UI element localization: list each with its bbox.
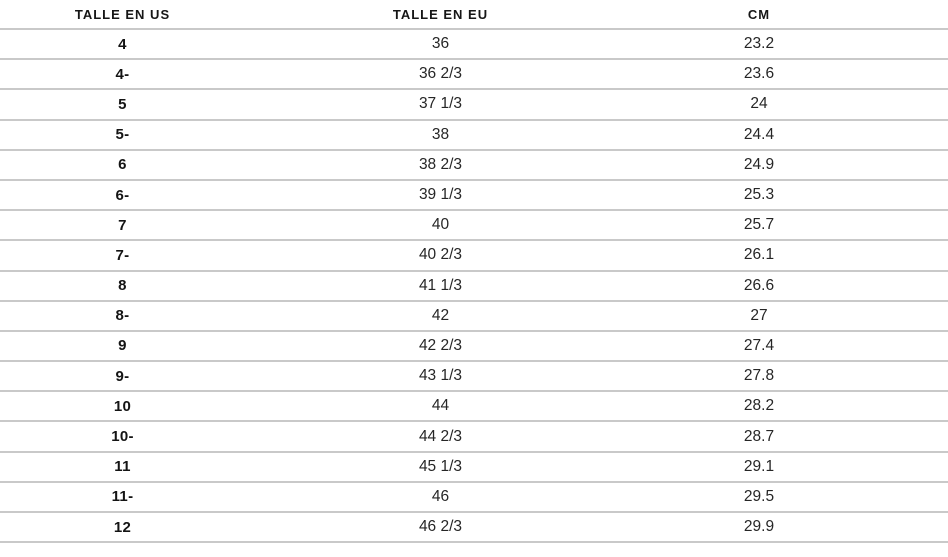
us-size-cell: 12 xyxy=(0,512,245,544)
eu-size-cell: 46 xyxy=(245,481,636,514)
cm-cell: 24 xyxy=(636,89,882,121)
us-size-cell: 9 xyxy=(0,330,245,363)
eu-size-cell: 38 xyxy=(245,119,636,151)
filler-column-header xyxy=(882,0,948,30)
table-row: 6- 39 1/3 25.3 xyxy=(0,179,948,212)
table-row: 11 45 1/3 29.1 xyxy=(0,451,948,483)
table-row: 10 44 28.2 xyxy=(0,391,948,423)
cm-cell: 25.7 xyxy=(636,210,882,242)
cm-cell: 28.7 xyxy=(636,421,882,453)
filler-cell xyxy=(882,179,948,212)
filler-cell xyxy=(882,512,948,544)
filler-cell xyxy=(882,361,948,393)
column-header-talle-en-eu: TALLE EN EU xyxy=(245,0,636,30)
table-row: 5- 38 24.4 xyxy=(0,119,948,151)
eu-size-cell: 40 xyxy=(245,210,636,242)
cm-cell: 25.3 xyxy=(636,179,882,212)
table-row: 8- 42 27 xyxy=(0,300,948,332)
eu-size-cell: 36 2/3 xyxy=(245,59,636,91)
us-size-cell: 9- xyxy=(0,361,245,393)
filler-cell xyxy=(882,300,948,332)
us-size-cell: 4- xyxy=(0,59,245,91)
filler-cell xyxy=(882,391,948,423)
cm-cell: 29.9 xyxy=(636,512,882,544)
table-row: 11- 46 29.5 xyxy=(0,481,948,514)
us-size-cell: 10 xyxy=(0,391,245,423)
eu-size-cell: 43 1/3 xyxy=(245,361,636,393)
us-size-cell: 6- xyxy=(0,179,245,212)
filler-cell xyxy=(882,210,948,242)
cm-cell: 24.9 xyxy=(636,149,882,181)
filler-cell xyxy=(882,270,948,302)
us-size-cell: 8- xyxy=(0,300,245,332)
cm-cell: 24.4 xyxy=(636,119,882,151)
eu-size-cell: 36 xyxy=(245,29,636,61)
table-row: 7- 40 2/3 26.1 xyxy=(0,240,948,272)
eu-size-cell: 44 xyxy=(245,391,636,423)
us-size-cell: 5 xyxy=(0,89,245,121)
filler-cell xyxy=(882,330,948,363)
column-header-talle-en-us: TALLE EN US xyxy=(0,0,245,30)
table-header: TALLE EN US TALLE EN EU CM xyxy=(0,0,948,30)
cm-cell: 23.6 xyxy=(636,59,882,91)
us-size-cell: 6 xyxy=(0,149,245,181)
filler-cell xyxy=(882,149,948,181)
cm-cell: 27.8 xyxy=(636,361,882,393)
us-size-cell: 10- xyxy=(0,421,245,453)
us-size-cell: 7 xyxy=(0,210,245,242)
us-size-cell: 11- xyxy=(0,481,245,514)
eu-size-cell: 46 2/3 xyxy=(245,512,636,544)
table-row: 9- 43 1/3 27.8 xyxy=(0,361,948,393)
cm-cell: 23.2 xyxy=(636,29,882,61)
filler-cell xyxy=(882,119,948,151)
cm-cell: 28.2 xyxy=(636,391,882,423)
cm-cell: 29.5 xyxy=(636,481,882,514)
eu-size-cell: 40 2/3 xyxy=(245,240,636,272)
eu-size-cell: 45 1/3 xyxy=(245,451,636,483)
cm-cell: 29.1 xyxy=(636,451,882,483)
eu-size-cell: 38 2/3 xyxy=(245,149,636,181)
size-table-body: 4 36 23.2 4- 36 2/3 23.6 5 37 1/3 24 5- 38 24.4 6 38 … xyxy=(0,29,948,544)
table-row: 4- 36 2/3 23.6 xyxy=(0,59,948,91)
eu-size-cell: 39 1/3 xyxy=(245,179,636,212)
filler-cell xyxy=(882,481,948,514)
filler-cell xyxy=(882,451,948,483)
table-row: 4 36 23.2 xyxy=(0,29,948,61)
us-size-cell: 11 xyxy=(0,451,245,483)
filler-cell xyxy=(882,240,948,272)
filler-cell xyxy=(882,421,948,453)
eu-size-cell: 42 xyxy=(245,300,636,332)
cm-cell: 27 xyxy=(636,300,882,332)
column-header-cm: CM xyxy=(636,0,882,30)
eu-size-cell: 44 2/3 xyxy=(245,421,636,453)
cm-cell: 26.6 xyxy=(636,270,882,302)
header-row: TALLE EN US TALLE EN EU CM xyxy=(0,0,948,30)
filler-cell xyxy=(882,89,948,121)
table-row: 10- 44 2/3 28.7 xyxy=(0,421,948,453)
eu-size-cell: 41 1/3 xyxy=(245,270,636,302)
eu-size-cell: 42 2/3 xyxy=(245,330,636,363)
cm-cell: 26.1 xyxy=(636,240,882,272)
filler-cell xyxy=(882,59,948,91)
us-size-cell: 8 xyxy=(0,270,245,302)
us-size-cell: 4 xyxy=(0,29,245,61)
table-row: 9 42 2/3 27.4 xyxy=(0,330,948,363)
table-row: 12 46 2/3 29.9 xyxy=(0,512,948,544)
table-row: 5 37 1/3 24 xyxy=(0,89,948,121)
us-size-cell: 7- xyxy=(0,240,245,272)
table-row: 8 41 1/3 26.6 xyxy=(0,270,948,302)
filler-cell xyxy=(882,29,948,61)
table-row: 7 40 25.7 xyxy=(0,210,948,242)
size-conversion-table: TALLE EN US TALLE EN EU CM 4 36 23.2 4- 36 2… xyxy=(0,0,948,544)
eu-size-cell: 37 1/3 xyxy=(245,89,636,121)
table-row: 6 38 2/3 24.9 xyxy=(0,149,948,181)
us-size-cell: 5- xyxy=(0,119,245,151)
cm-cell: 27.4 xyxy=(636,330,882,363)
